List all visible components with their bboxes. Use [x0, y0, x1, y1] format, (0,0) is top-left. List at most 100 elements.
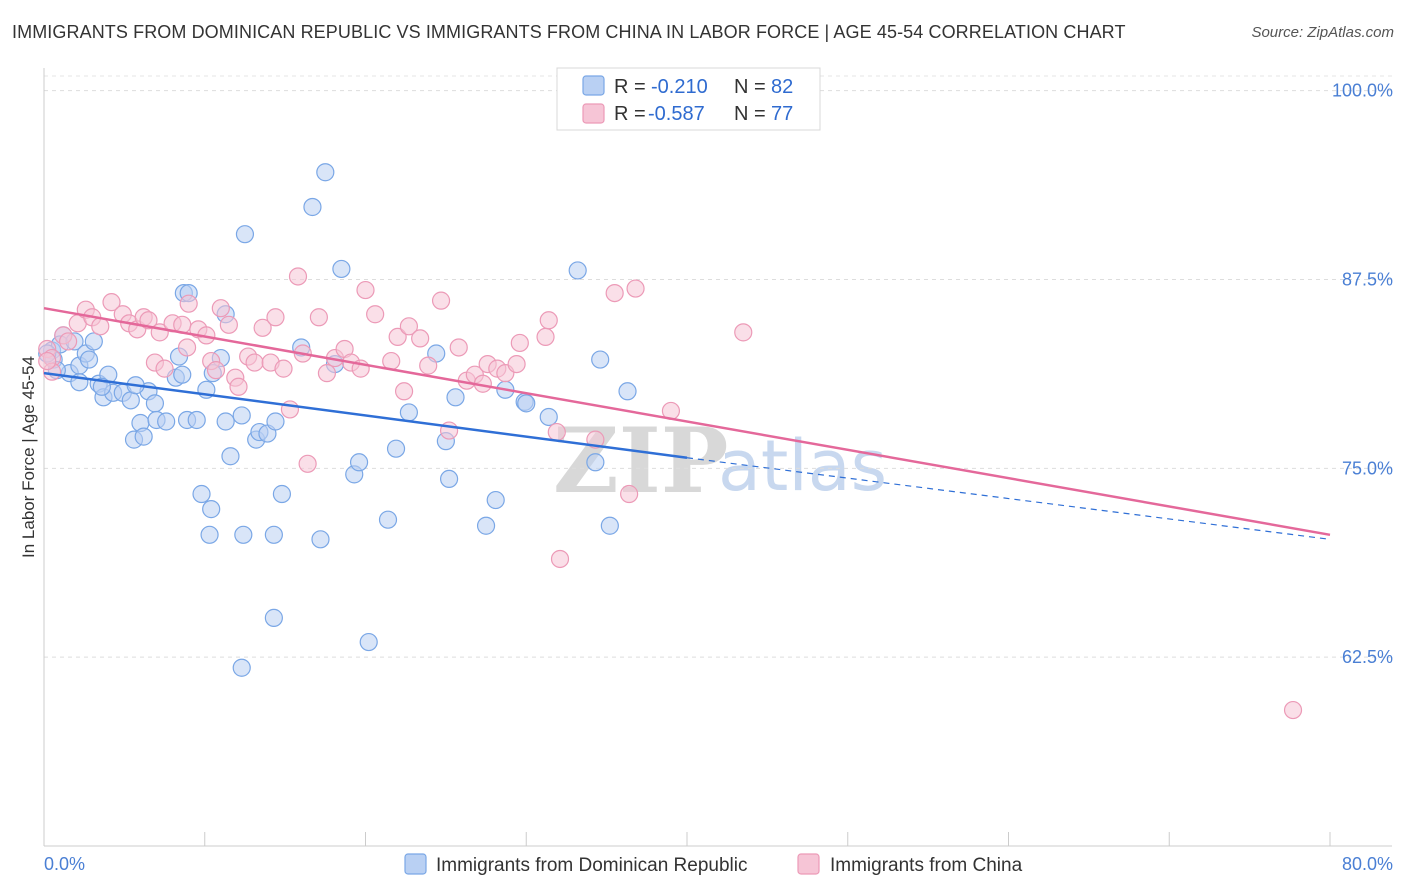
chart-title: IMMIGRANTS FROM DOMINICAN REPUBLIC VS IM… [12, 22, 1126, 42]
data-point [446, 388, 465, 407]
data-point [382, 351, 401, 371]
legend-r-label-china: R = [614, 103, 646, 125]
data-point [157, 412, 176, 431]
data-point [216, 412, 235, 431]
data-point [439, 469, 459, 489]
data-point [155, 359, 174, 378]
data-point [173, 365, 192, 384]
data-point [221, 447, 240, 466]
data-point [211, 299, 230, 318]
data-point [399, 317, 419, 336]
data-point [359, 632, 378, 652]
legend-n-label-dominican: N = [734, 76, 766, 98]
data-point [547, 422, 566, 442]
legend-r-value-dominican: -0.210 [651, 76, 708, 98]
data-point [177, 338, 197, 357]
data-point [419, 356, 438, 375]
data-point [332, 259, 351, 279]
data-point [349, 453, 369, 472]
data-point [202, 500, 221, 519]
data-point [288, 267, 308, 286]
data-point [272, 484, 292, 504]
data-point [386, 439, 406, 458]
data-point [539, 311, 558, 330]
data-point [234, 525, 253, 544]
data-point [600, 516, 619, 535]
gridlines [44, 75, 1392, 658]
bottom-legend-label-dominican: Immigrants from Dominican Republic [436, 855, 748, 876]
legend-r-value-china: -0.587 [648, 103, 705, 125]
data-point [449, 338, 468, 357]
data-point [517, 394, 536, 413]
data-point [626, 279, 645, 298]
legend-r-label-dominican: R = [614, 76, 646, 98]
trend-line-china [43, 306, 1331, 537]
data-point [388, 327, 407, 347]
data-point [618, 382, 637, 401]
data-point [139, 311, 158, 330]
data-point [206, 361, 226, 380]
data-point [229, 377, 248, 396]
data-point [591, 350, 610, 369]
data-point [102, 293, 121, 312]
data-point [264, 525, 283, 544]
data-point [510, 333, 529, 353]
y-tick-label: 87.5% [1342, 269, 1393, 289]
data-point [486, 490, 505, 510]
bottom-legend-swatch-dominican [404, 853, 427, 875]
data-point [235, 225, 255, 244]
data-point [264, 608, 283, 627]
data-point [605, 283, 624, 303]
data-point [245, 353, 264, 372]
y-axis-label: In Labor Force | Age 45-54 [19, 356, 38, 558]
data-point [192, 484, 211, 504]
data-point [536, 327, 555, 347]
y-tick-label: 100.0% [1332, 81, 1393, 101]
data-point [134, 427, 153, 446]
watermark-zip: ZIP [553, 408, 728, 514]
data-point [274, 359, 293, 378]
trend-line-dominican-extension [686, 457, 1331, 540]
y-tick-label: 62.5% [1342, 647, 1393, 667]
data-point [187, 410, 206, 430]
bottom-legend-swatch-china [797, 853, 820, 875]
trend-lines [43, 306, 1331, 540]
data-point [121, 391, 140, 410]
watermark: ZIP atlas [553, 408, 887, 514]
data-point [84, 332, 103, 351]
series-china-points [38, 267, 1303, 720]
watermark-atlas: atlas [718, 425, 887, 507]
data-point [356, 280, 375, 300]
data-point [431, 291, 451, 310]
legend-swatch-china [582, 103, 605, 124]
data-point [232, 658, 251, 677]
x-tick-label-max: 80.0% [1342, 854, 1393, 874]
data-point [145, 394, 165, 413]
data-point [38, 351, 57, 371]
x-axis-ticks [43, 832, 1331, 846]
legend-n-label-china: N = [734, 103, 766, 125]
data-point [507, 354, 526, 374]
x-tick-label-min: 0.0% [44, 854, 85, 874]
stats-legend: R = -0.210 N = 82 R = -0.587 N = 77 [556, 67, 821, 131]
data-point [1283, 700, 1303, 720]
data-point [366, 305, 385, 324]
source-credit: Source: ZipAtlas.com [1251, 24, 1394, 41]
y-tick-labels: 62.5% 75.0% 87.5% 100.0% [1332, 81, 1393, 668]
data-point [311, 530, 330, 549]
data-point [586, 430, 605, 449]
data-point [620, 484, 639, 504]
data-point [79, 350, 99, 369]
data-point [309, 308, 328, 327]
legend-n-value-dominican: 82 [771, 76, 793, 98]
data-points [38, 163, 1303, 720]
data-point [59, 332, 78, 351]
series-legend: Immigrants from Dominican Republic Immig… [404, 853, 1023, 876]
data-point [280, 400, 300, 419]
data-point [317, 364, 337, 383]
bottom-legend-label-china: Immigrants from China [830, 855, 1023, 876]
y-tick-label: 75.0% [1342, 458, 1393, 478]
data-point [219, 315, 238, 334]
data-point [399, 403, 419, 422]
